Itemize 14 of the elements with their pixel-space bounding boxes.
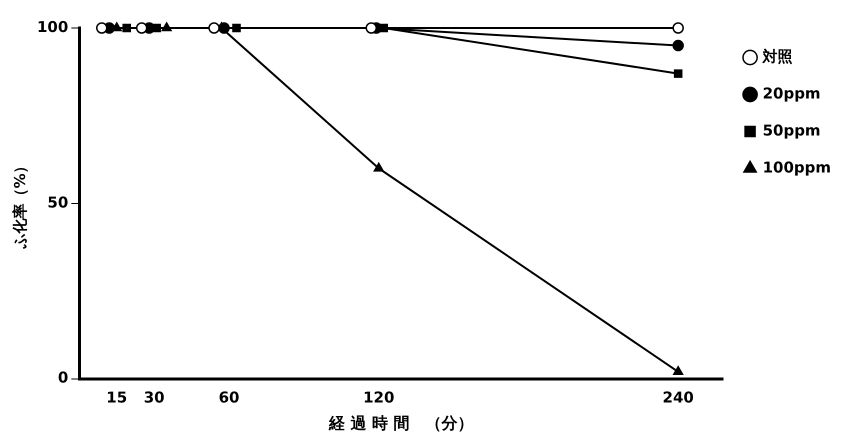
- y-tick-label: 0: [58, 368, 68, 387]
- x-tick-label: 15: [106, 388, 128, 407]
- legend-label: 50ppm: [762, 121, 821, 140]
- x-tick-label: 30: [144, 388, 165, 407]
- x-tick-label: 60: [218, 388, 240, 407]
- x-axis-title: 経 過 時 間 （分）: [328, 414, 474, 433]
- legend-label: 100ppm: [762, 158, 832, 176]
- x-tick-label: 120: [363, 388, 394, 407]
- legend-label: 対照: [762, 47, 793, 66]
- y-tick-label: 100: [37, 18, 68, 36]
- legend-label: 20ppm: [762, 84, 821, 102]
- y-axis-title: ふ化率（%）: [10, 158, 29, 250]
- y-tick-label: 50: [47, 193, 68, 212]
- x-tick-label: 240: [662, 388, 694, 407]
